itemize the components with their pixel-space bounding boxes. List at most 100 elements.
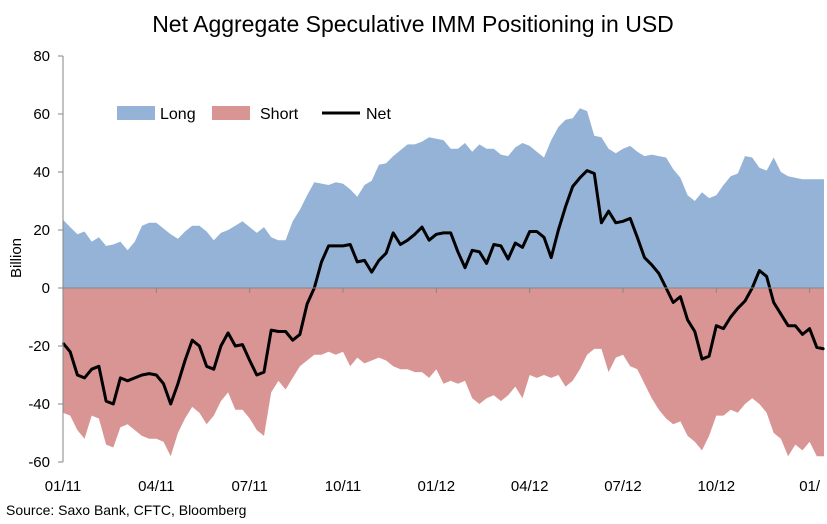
point-net xyxy=(629,217,631,220)
legend-label-net: Net xyxy=(366,106,391,123)
area-long xyxy=(63,108,824,288)
point-net xyxy=(737,307,739,310)
point-net xyxy=(255,374,258,376)
point-net xyxy=(162,382,165,385)
x-tick-label: 10/12 xyxy=(698,478,736,495)
y-tick-label: -20 xyxy=(28,338,50,355)
legend-label-short: Short xyxy=(260,106,299,123)
point-net xyxy=(363,259,366,262)
legend-label-long: Long xyxy=(160,106,196,123)
point-net xyxy=(169,403,172,405)
legend: Long Short Net xyxy=(117,106,391,123)
point-net xyxy=(694,330,696,333)
legend-swatch-long xyxy=(117,106,155,120)
point-net xyxy=(335,245,337,247)
point-net xyxy=(320,261,323,263)
x-tick-label: 07/11 xyxy=(231,478,267,495)
point-net xyxy=(571,185,574,188)
point-net xyxy=(765,275,768,278)
point-net xyxy=(392,232,395,234)
point-net xyxy=(442,232,445,234)
point-net xyxy=(500,245,502,247)
source-note: Source: Saxo Bank, CFTC, Bloomberg xyxy=(6,502,246,518)
point-net xyxy=(794,324,797,327)
point-net xyxy=(457,251,459,253)
point-net xyxy=(141,374,143,376)
point-net xyxy=(607,210,610,212)
point-net xyxy=(342,245,344,247)
point-net xyxy=(679,295,682,298)
point-net xyxy=(787,324,789,327)
point-net xyxy=(191,339,193,342)
point-net xyxy=(406,239,409,241)
point-net xyxy=(119,377,122,379)
point-net xyxy=(471,249,474,252)
point-net xyxy=(421,226,423,228)
point-net xyxy=(550,256,552,259)
plot-areas xyxy=(61,108,825,457)
x-tick-label: 04/12 xyxy=(511,478,549,495)
point-net xyxy=(507,258,509,260)
x-tick-label: 01/12 xyxy=(418,478,456,495)
point-net xyxy=(528,230,531,233)
point-net xyxy=(729,316,732,318)
point-net xyxy=(306,303,308,305)
point-net xyxy=(327,245,330,247)
point-net xyxy=(586,169,588,172)
point-net xyxy=(220,345,222,347)
legend-swatch-short xyxy=(212,106,250,120)
point-net xyxy=(485,262,488,265)
point-net xyxy=(701,358,703,360)
point-net xyxy=(780,313,782,315)
point-net xyxy=(543,236,545,239)
point-net xyxy=(414,233,416,236)
point-net xyxy=(449,232,452,234)
point-net xyxy=(514,242,517,244)
point-net xyxy=(636,236,639,239)
point-net xyxy=(521,246,524,249)
point-net xyxy=(428,239,430,241)
point-net xyxy=(650,264,653,266)
point-net xyxy=(435,233,438,236)
point-net xyxy=(299,333,301,336)
y-tick-label: 40 xyxy=(33,164,50,181)
point-net xyxy=(600,222,603,224)
point-net xyxy=(69,351,71,353)
point-net xyxy=(148,372,150,375)
point-net xyxy=(643,256,646,259)
point-net xyxy=(593,172,596,175)
y-tick-label: 0 xyxy=(42,280,50,297)
y-tick-label: -60 xyxy=(28,454,50,471)
point-net xyxy=(213,368,215,371)
point-net xyxy=(579,177,581,179)
point-net xyxy=(205,365,208,368)
point-net xyxy=(241,343,244,346)
point-net xyxy=(758,269,761,272)
x-tick-label: 04/11 xyxy=(138,478,174,495)
point-net xyxy=(248,359,251,362)
point-net xyxy=(808,327,811,330)
point-net xyxy=(464,266,466,269)
point-net xyxy=(536,230,538,233)
y-axis: 80 60 40 20 0 -20 -40 -60 xyxy=(28,48,64,471)
point-net xyxy=(708,355,710,358)
point-net xyxy=(291,339,294,342)
point-net xyxy=(112,403,115,405)
point-net xyxy=(234,345,237,347)
point-net xyxy=(816,346,818,349)
point-net xyxy=(284,330,287,333)
y-axis-label: Billion xyxy=(8,238,25,278)
point-net xyxy=(385,252,387,254)
x-tick-label: 10/11 xyxy=(325,478,361,495)
point-net xyxy=(686,319,689,321)
point-net xyxy=(277,330,280,333)
point-net xyxy=(370,271,373,273)
x-tick-label: 01/11 xyxy=(45,478,81,495)
y-tick-label: 80 xyxy=(33,48,50,65)
y-tick-label: 60 xyxy=(33,106,50,123)
point-net xyxy=(155,374,158,376)
point-net xyxy=(184,359,186,362)
point-net xyxy=(134,377,136,379)
point-net xyxy=(744,300,746,302)
